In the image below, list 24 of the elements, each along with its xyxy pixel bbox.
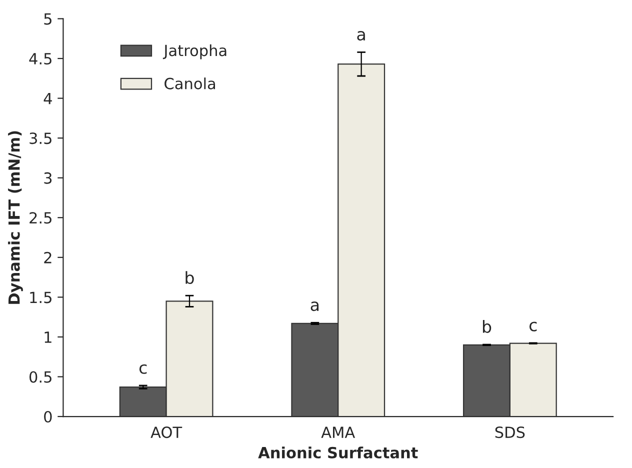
y-tick-label: 4.5 <box>29 53 52 65</box>
y-tick-label: 2 <box>44 252 52 264</box>
y-tick-label: 5 <box>44 13 52 25</box>
y-tick-label: 1 <box>44 332 52 343</box>
x-axis-title: Anionic Surfactant <box>258 446 418 458</box>
data-label: a <box>357 31 365 41</box>
legend-label: Jatropha <box>162 44 226 60</box>
data-label: a <box>310 302 319 312</box>
x-tick-label: SDS <box>495 426 525 438</box>
y-tick-label: 2.5 <box>30 212 52 224</box>
y-tick-label: 0.5 <box>29 371 52 383</box>
y-tick-label: 1.5 <box>30 292 52 304</box>
y-tick-label: 0 <box>44 410 52 423</box>
y-tick-label: 4 <box>44 92 52 104</box>
data-label: c <box>139 364 147 374</box>
x-tick-label: AMA <box>321 426 356 438</box>
y-tick-label: 3 <box>44 172 52 184</box>
legend-label: Canola <box>164 78 215 90</box>
data-label: b <box>186 271 194 284</box>
x-tick-label: AOT <box>150 426 182 438</box>
data-label: c <box>529 322 537 332</box>
y-tick-label: 3.5 <box>30 132 52 144</box>
y-axis-title: Dynamic IFT (mN/m) <box>8 131 23 304</box>
data-label: b <box>482 320 492 333</box>
